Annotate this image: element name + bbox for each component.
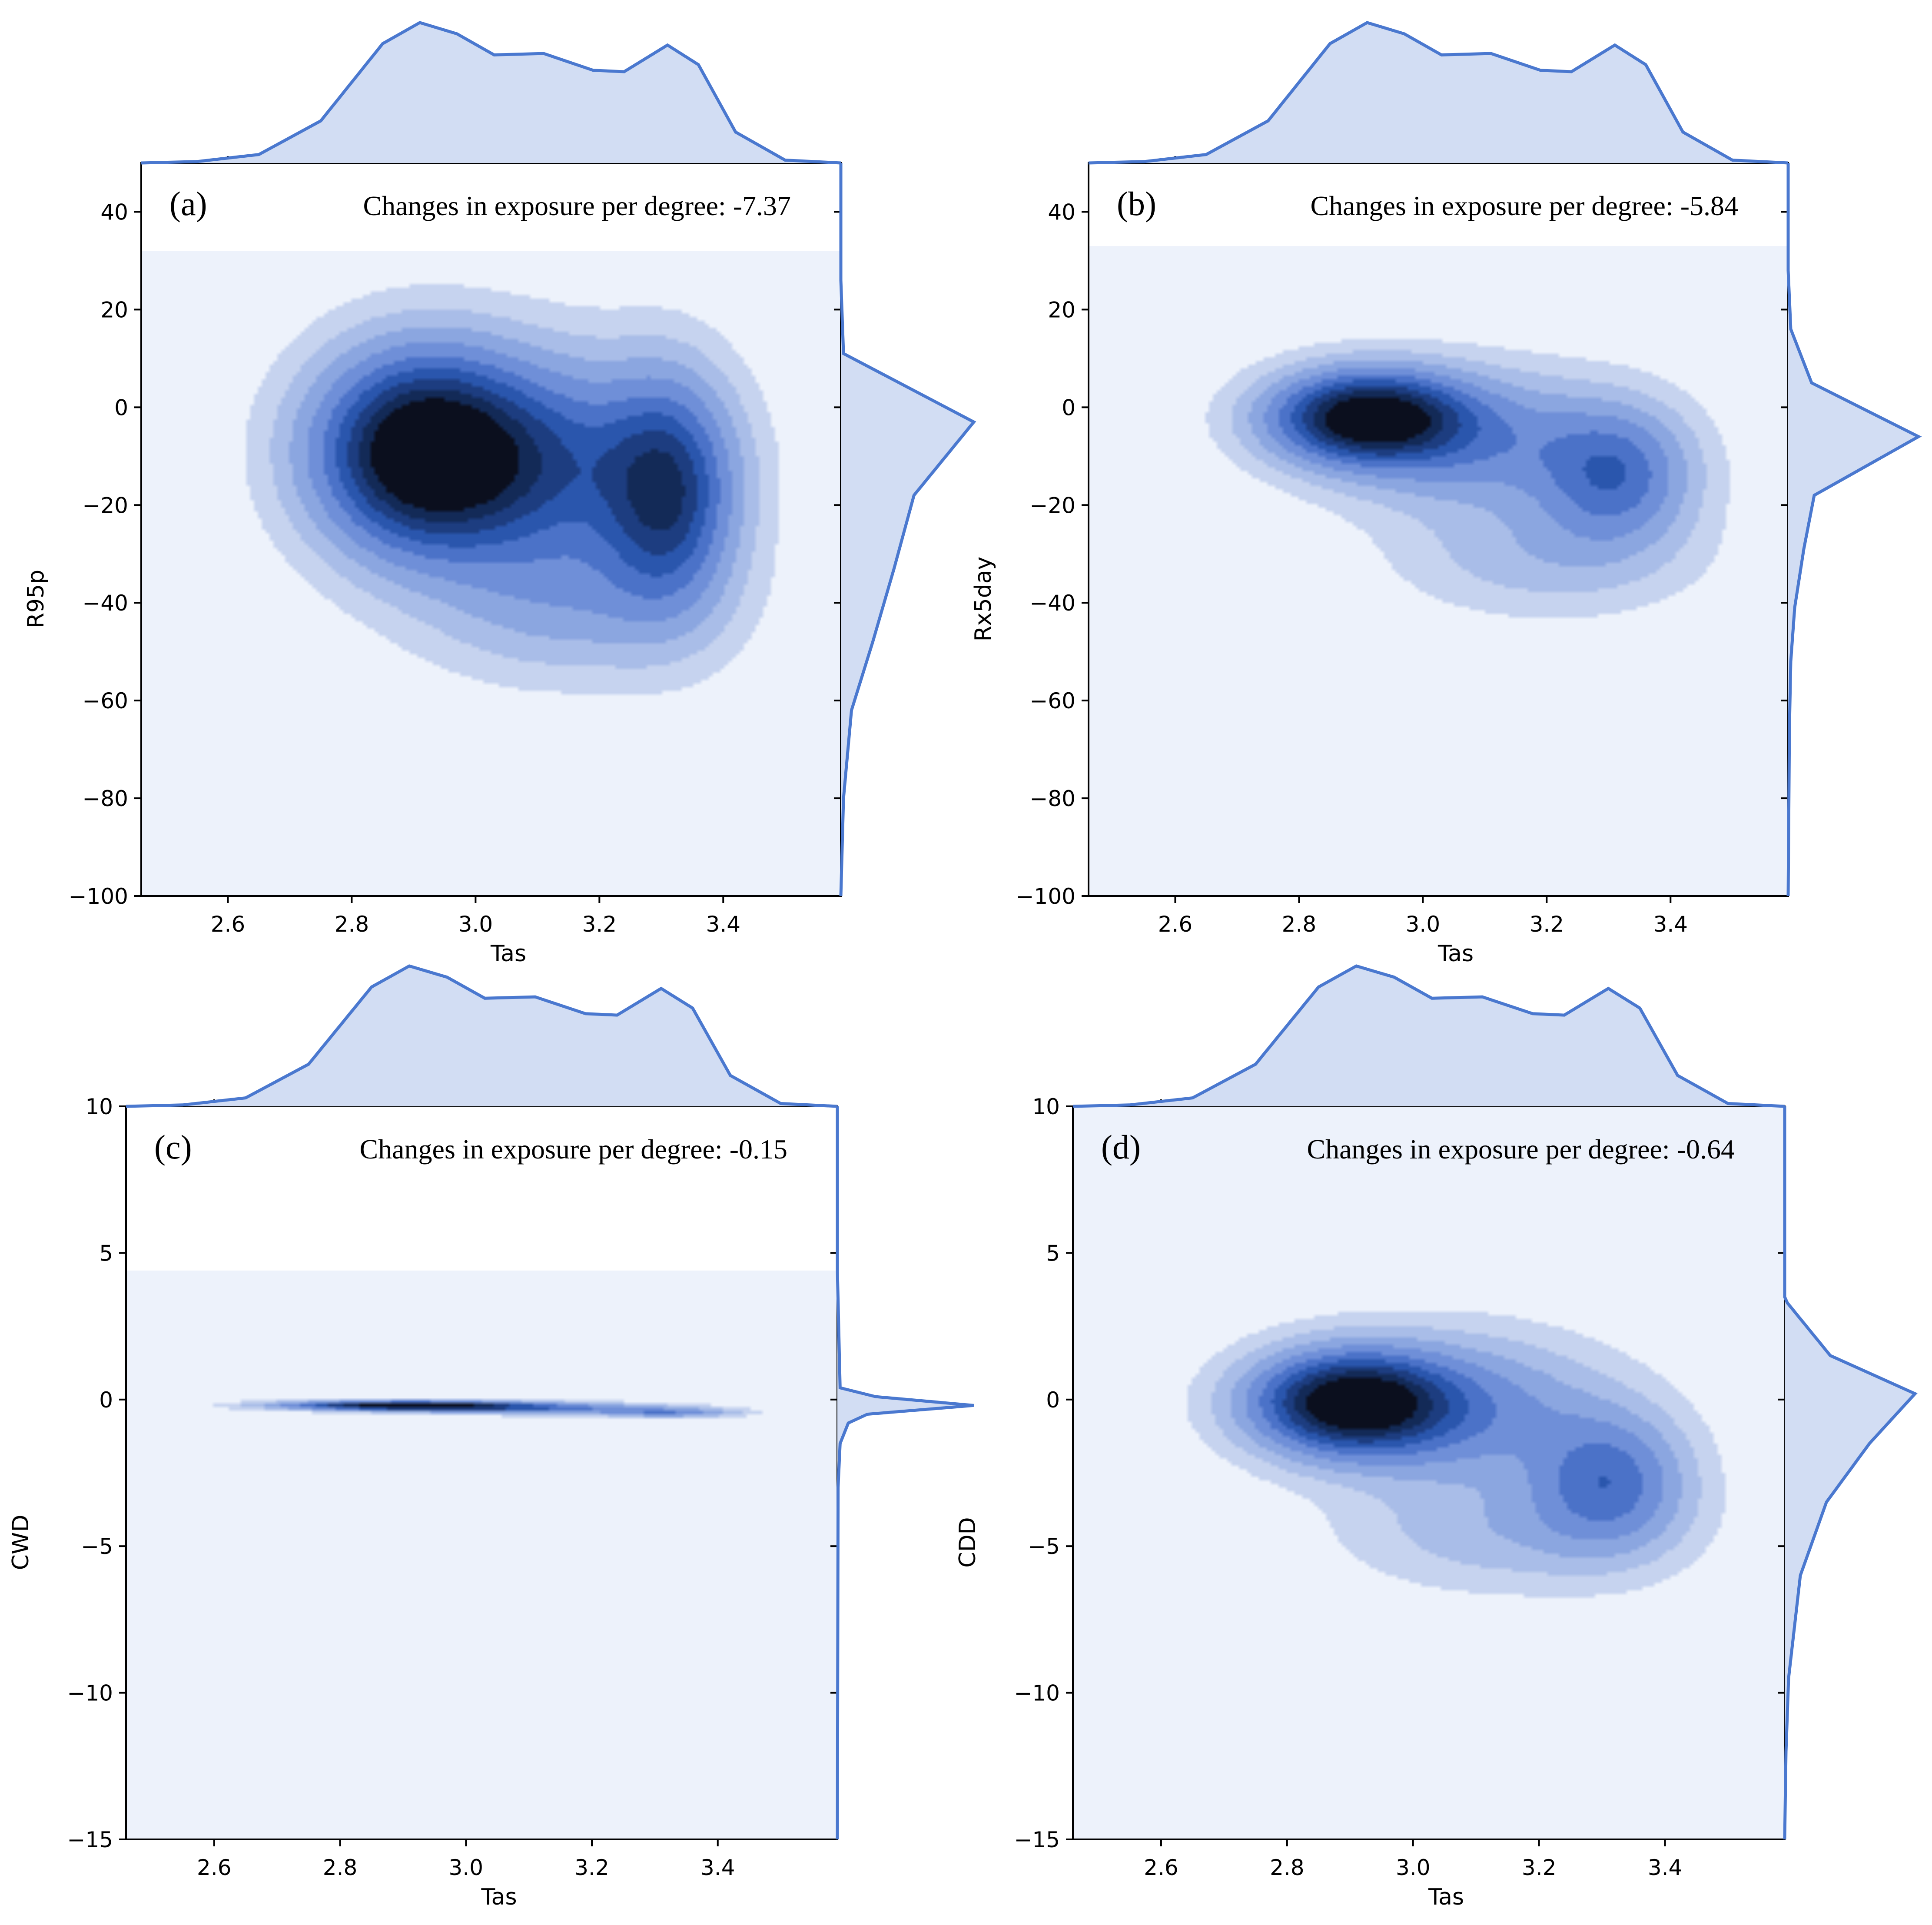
panel-label: (a) — [169, 185, 207, 222]
marginal-x-fill — [141, 23, 841, 163]
panel-2: 2.6 2.8 3.0 3.2 3.4 −15 −10 −5 0 5 10 Tas CWD (c) Chan… — [8, 964, 974, 1910]
y-axis-label: Rx5day — [970, 557, 996, 642]
x-axis-label: Tas — [481, 1884, 517, 1910]
x-axis-label: Tas — [490, 941, 526, 967]
panel-label: (d) — [1101, 1128, 1141, 1166]
x-tick-label: 2.8 — [1270, 1855, 1305, 1880]
y-tick-label: 20 — [100, 297, 128, 322]
x-tick-label: 3.2 — [574, 1855, 609, 1880]
y-axis-label: R95p — [23, 570, 49, 628]
y-tick-label: 0 — [1062, 395, 1076, 420]
y-tick-label: 10 — [1032, 1094, 1060, 1119]
marginal-y-fill — [1785, 1106, 1915, 1839]
marginal-x-curve — [126, 964, 838, 1108]
kde-contours — [1089, 163, 1788, 896]
panel-1: 2.6 2.8 3.0 3.2 3.4 −100 −80 −60 −40 −20 0 20 40 Tas R… — [970, 21, 1922, 967]
x-tick-label: 3.0 — [449, 1855, 484, 1880]
y-tick-label: −100 — [1016, 884, 1076, 909]
marginal-x-curve — [1088, 21, 1789, 165]
y-tick-label: −15 — [67, 1827, 113, 1852]
panel-label: (b) — [1117, 185, 1156, 222]
exposure-annotation: Changes in exposure per degree: -7.37 — [363, 190, 791, 221]
y-tick-label: 5 — [1046, 1241, 1060, 1266]
marginal-y-curve — [836, 1106, 974, 1840]
exposure-annotation: Changes in exposure per degree: -0.15 — [359, 1134, 787, 1165]
y-tick-label: −60 — [1029, 688, 1076, 714]
x-tick-label: 2.6 — [211, 912, 246, 937]
y-tick-label: −80 — [1029, 786, 1076, 811]
y-tick-label: 5 — [99, 1241, 113, 1266]
x-tick-label: 3.0 — [1396, 1855, 1431, 1880]
marginal-x-curve — [141, 21, 841, 165]
kde-contours — [141, 163, 841, 896]
x-tick-label: 2.8 — [335, 912, 369, 937]
x-tick-label: 3.0 — [1406, 912, 1441, 937]
y-tick-label: −10 — [1014, 1681, 1060, 1706]
panel-3: 2.6 2.8 3.0 3.2 3.4 −15 −10 −5 0 5 10 Tas CDD (d) Chan… — [955, 964, 1918, 1910]
y-axis-label: CDD — [955, 1517, 981, 1567]
panel-0: 2.6 2.8 3.0 3.2 3.4 −100 −80 −60 −40 −20 0 20 40 Tas R… — [23, 21, 976, 967]
x-tick-label: 3.2 — [1522, 1855, 1557, 1880]
y-tick-label: 0 — [114, 395, 128, 420]
y-tick-label: 20 — [1048, 297, 1076, 322]
y-tick-label: 40 — [1048, 199, 1076, 225]
y-tick-label: −10 — [67, 1681, 113, 1706]
y-tick-label: −5 — [1028, 1534, 1060, 1559]
x-axis-label: Tas — [1437, 941, 1474, 967]
x-tick-label: 3.2 — [1530, 912, 1564, 937]
marginal-y-curve — [1783, 1106, 1918, 1840]
marginal-y-fill — [841, 163, 974, 896]
x-axis-label: Tas — [1428, 1884, 1464, 1910]
panel-label: (c) — [154, 1128, 192, 1166]
x-tick-label: 2.8 — [1282, 912, 1317, 937]
x-tick-label: 3.0 — [458, 912, 493, 937]
x-tick-label: 3.4 — [1653, 912, 1688, 937]
y-tick-label: 10 — [85, 1094, 113, 1119]
y-tick-label: −20 — [1029, 493, 1076, 518]
y-tick-label: −100 — [69, 884, 128, 909]
y-tick-label: −20 — [82, 493, 128, 518]
x-tick-label: 2.6 — [1144, 1855, 1178, 1880]
marginal-y-fill — [837, 1106, 974, 1839]
marginal-x-fill — [126, 966, 837, 1106]
y-tick-label: −5 — [81, 1534, 113, 1559]
y-tick-label: −15 — [1014, 1827, 1060, 1852]
x-tick-label: 3.4 — [706, 912, 741, 937]
kde-contours — [126, 1106, 837, 1839]
y-axis-label: CWD — [8, 1515, 34, 1570]
x-tick-label: 2.8 — [323, 1855, 358, 1880]
x-tick-label: 3.4 — [1648, 1855, 1683, 1880]
x-tick-label: 2.6 — [197, 1855, 232, 1880]
x-tick-label: 3.2 — [582, 912, 617, 937]
marginal-x-fill — [1073, 966, 1785, 1106]
y-tick-label: −60 — [82, 688, 128, 714]
marginal-y-curve — [1786, 163, 1922, 896]
marginal-y-curve — [839, 163, 976, 896]
y-tick-label: −40 — [1029, 591, 1076, 616]
y-tick-label: −40 — [82, 591, 128, 616]
y-tick-label: 40 — [100, 199, 128, 225]
x-tick-label: 3.4 — [700, 1855, 735, 1880]
x-tick-label: 2.6 — [1158, 912, 1193, 937]
y-tick-label: −80 — [82, 786, 128, 811]
exposure-annotation: Changes in exposure per degree: -0.64 — [1307, 1134, 1735, 1165]
marginal-x-curve — [1072, 964, 1785, 1108]
y-tick-label: 0 — [1046, 1387, 1060, 1413]
kde-contours — [1073, 1106, 1785, 1839]
y-tick-label: 0 — [99, 1387, 113, 1413]
marginal-x-fill — [1089, 23, 1788, 163]
exposure-annotation: Changes in exposure per degree: -5.84 — [1310, 190, 1738, 221]
